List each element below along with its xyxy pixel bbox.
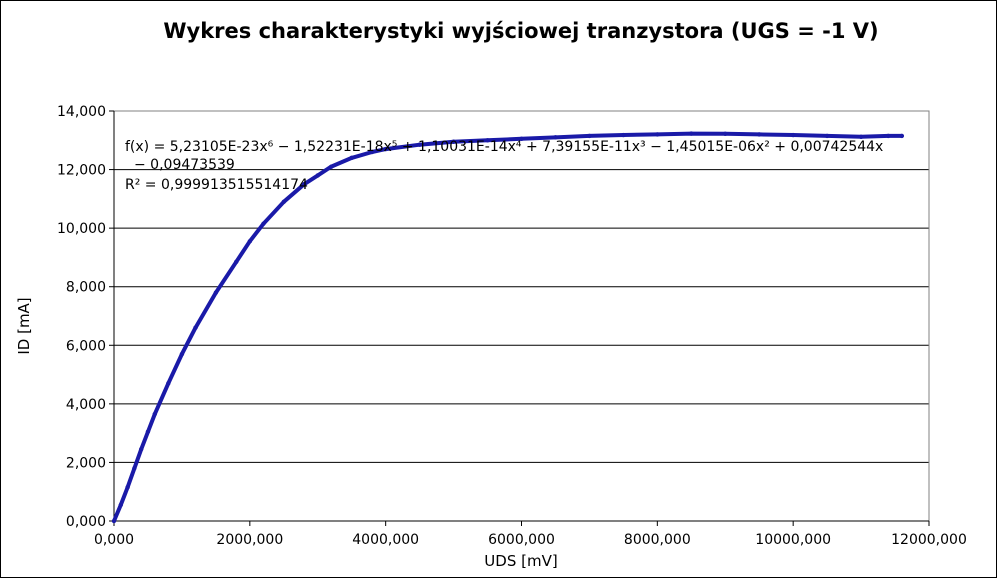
- y-tick-label-1: 2,000: [66, 455, 106, 471]
- data-point-0-10: [213, 290, 219, 295]
- x-tick-label-4: 8000,000: [624, 532, 691, 548]
- x-tick-label-3: 6000,000: [488, 532, 555, 548]
- data-point-0-19: [369, 149, 375, 155]
- data-point-0-7: [166, 381, 171, 386]
- data-point-0-17: [329, 164, 334, 169]
- data-point-0-21: [417, 142, 422, 147]
- data-point-0-30: [723, 131, 728, 137]
- data-point-0-31: [757, 132, 762, 137]
- y-tick-label-4: 8,000: [66, 280, 106, 296]
- data-point-0-3: [132, 466, 137, 471]
- x-axis-title: UDS [mV]: [484, 552, 557, 570]
- chart-title: Wykres charakterystyki wyjściowej tranzy…: [163, 19, 878, 43]
- data-series: [111, 131, 905, 524]
- data-point-0-14: [281, 199, 286, 204]
- data-point-0-11: [234, 259, 239, 265]
- data-point-0-5: [145, 429, 151, 434]
- trendline-equation-line1: f(x) = 5,23105E-23x⁶ − 1,52231E-18x⁵ + 1…: [125, 139, 883, 155]
- trendline-equation-line2: − 0,09473539: [134, 157, 235, 173]
- data-point-0-15: [301, 182, 307, 187]
- y-tick-label-5: 10,000: [57, 221, 106, 237]
- y-axis-title: ID [mA]: [15, 297, 33, 354]
- data-point-0-9: [193, 325, 198, 330]
- data-point-0-29: [689, 131, 694, 136]
- data-point-0-4: [138, 447, 144, 452]
- data-point-0-35: [886, 133, 891, 139]
- data-point-0-0: [111, 518, 117, 524]
- y-tick-label-6: 12,000: [57, 163, 106, 179]
- data-point-0-2: [125, 485, 130, 490]
- data-point-0-13: [261, 221, 266, 226]
- trendline-r-squared: R² = 0,999913515514174: [125, 177, 308, 193]
- data-point-0-25: [553, 135, 558, 140]
- x-tick-label-0: 0,000: [94, 532, 134, 548]
- gridlines: [114, 169, 929, 463]
- data-point-0-28: [655, 132, 660, 137]
- y-tick-label-3: 6,000: [66, 338, 106, 354]
- y-tick-label-7: 14,000: [57, 104, 106, 120]
- x-tick-label-6: 12000,000: [891, 532, 967, 548]
- data-point-0-27: [621, 132, 626, 138]
- data-point-0-22: [451, 139, 456, 144]
- plot-area: [113, 110, 930, 522]
- data-point-0-26: [587, 133, 592, 139]
- data-point-0-18: [349, 155, 354, 161]
- data-point-0-24: [519, 136, 524, 142]
- data-point-0-23: [485, 138, 490, 143]
- data-point-0-8: [179, 351, 185, 357]
- data-point-0-6: [152, 411, 157, 417]
- y-tick-label-0: 0,000: [66, 514, 106, 530]
- axes: [109, 110, 930, 526]
- data-point-0-12: [247, 239, 253, 244]
- x-tick-labels: 0,000 2000,000 4000,000 6000,000 8000,000 100…: [94, 532, 967, 548]
- data-point-0-16: [315, 173, 320, 178]
- data-point-0-20: [383, 146, 388, 152]
- x-tick-label-1: 2000,000: [216, 532, 283, 548]
- data-point-0-1: [118, 502, 123, 508]
- x-tick-label-2: 4000,000: [352, 532, 419, 548]
- y-tick-labels: 0,000 2,000 4,000 6,000 8,000 10,000 12,000 14,…: [57, 104, 106, 530]
- y-tick-label-2: 4,000: [66, 397, 106, 413]
- data-point-0-33: [824, 133, 830, 139]
- data-point-0-34: [858, 134, 864, 139]
- data-point-0-36: [899, 133, 905, 139]
- x-tick-label-5: 10000,000: [755, 532, 831, 548]
- data-point-0-32: [790, 132, 796, 138]
